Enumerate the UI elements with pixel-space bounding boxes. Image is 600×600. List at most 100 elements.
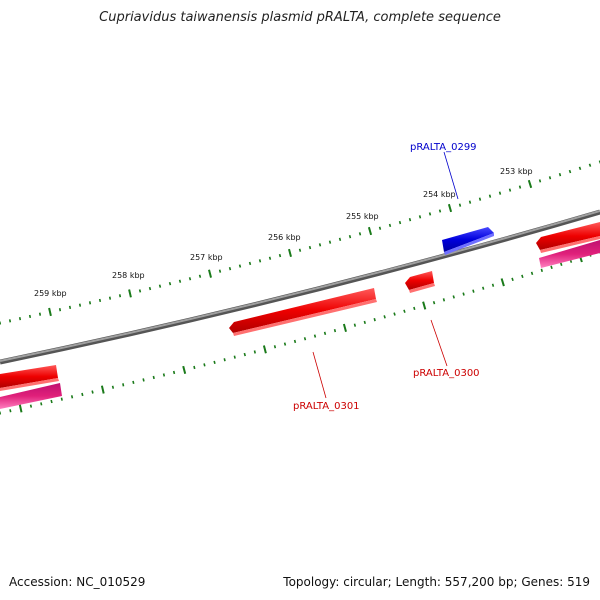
outer-minor-tick [298, 248, 302, 252]
outer-minor-tick [168, 281, 172, 286]
gene-pralta-0299-feature[interactable] [442, 227, 494, 255]
gene-left-edge-feature[interactable] [0, 365, 59, 391]
outer-minor-tick [468, 200, 472, 204]
leader-line-pralta-0299 [443, 151, 459, 200]
inner-major-tick [182, 365, 187, 375]
leader-line-pralta-0301 [312, 351, 327, 399]
outer-minor-tick [338, 237, 342, 242]
outer-minor-tick [568, 169, 572, 174]
outer-major-tick [447, 203, 453, 213]
pink-feature-left[interactable] [0, 383, 62, 409]
sequence-backbone-highlight [0, 210, 600, 362]
outer-minor-tick [198, 274, 202, 278]
inner-minor-tick [50, 399, 53, 404]
outer-minor-tick [248, 261, 252, 266]
inner-minor-tick [91, 390, 94, 394]
inner-minor-tick [482, 286, 485, 290]
pink-feature-right[interactable] [539, 240, 600, 268]
gene-pralta-0300-feature[interactable] [405, 271, 435, 293]
tick-label-254: 254 kbp [423, 190, 456, 199]
outer-minor-tick [98, 298, 102, 303]
inner-major-tick [500, 278, 505, 287]
inner-minor-tick [472, 289, 475, 293]
inner-major-tick [18, 404, 23, 413]
outer-minor-tick [308, 245, 312, 250]
tick-label-256: 256 kbp [268, 233, 301, 242]
inner-minor-tick [273, 345, 277, 349]
inner-minor-tick [40, 402, 43, 406]
outer-minor-tick [258, 259, 262, 263]
inner-minor-tick [313, 334, 317, 338]
outer-minor-tick [138, 289, 142, 293]
outer-minor-tick [228, 266, 232, 271]
outer-minor-tick [408, 217, 412, 222]
inner-minor-tick [560, 262, 563, 266]
inner-minor-tick [293, 339, 297, 344]
tick-label-253: 253 kbp [500, 167, 533, 176]
outer-minor-tick [68, 305, 72, 310]
outer-minor-tick [478, 197, 482, 201]
outer-minor-tick [498, 191, 502, 195]
outer-minor-tick [578, 166, 582, 171]
outer-minor-tick [388, 223, 392, 228]
inner-minor-tick [132, 380, 135, 384]
inner-minor-tick [353, 323, 357, 327]
outer-minor-tick [278, 253, 282, 258]
outer-minor-tick [558, 172, 562, 177]
inner-minor-tick [303, 337, 307, 341]
outer-minor-tick [158, 284, 162, 288]
gene-label-pralta-0300[interactable]: pRALTA_0300 [413, 368, 480, 379]
inner-minor-tick [70, 395, 74, 399]
outer-major-tick [208, 269, 212, 278]
inner-minor-tick [122, 383, 125, 387]
outer-minor-tick [348, 234, 352, 239]
outer-minor-tick [508, 188, 512, 192]
outer-major-tick [527, 179, 533, 189]
outer-minor-tick [8, 319, 12, 323]
outer-major-tick [367, 226, 373, 236]
outer-minor-tick [588, 163, 592, 167]
gene-right-edge-feature[interactable] [536, 222, 600, 253]
outer-minor-tick [458, 203, 462, 207]
outer-minor-tick [398, 220, 402, 225]
inner-minor-tick [60, 397, 63, 401]
outer-minor-tick [18, 317, 22, 321]
inner-minor-tick [9, 409, 12, 413]
outer-minor-tick [58, 308, 62, 312]
inner-minor-tick [142, 378, 145, 382]
inner-tick-track [0, 250, 600, 415]
gene-label-pralta-0301[interactable]: pRALTA_0301 [293, 401, 360, 412]
gene-pralta-0301-feature[interactable] [229, 288, 377, 336]
inner-minor-tick [323, 331, 327, 336]
inner-minor-tick [333, 329, 337, 333]
outer-minor-tick [238, 264, 242, 268]
outer-major-tick [128, 289, 132, 298]
outer-minor-tick [148, 286, 152, 291]
inner-minor-tick [550, 265, 553, 270]
inner-major-tick [342, 323, 347, 333]
gene-label-pralta-0299[interactable]: pRALTA_0299 [410, 142, 477, 153]
outer-minor-tick [28, 314, 32, 319]
inner-minor-tick [521, 274, 524, 279]
tick-label-258: 258 kbp [112, 271, 145, 280]
inner-minor-tick [243, 352, 246, 357]
inner-minor-tick [223, 358, 226, 362]
accession-label: Accession: NC_010529 [9, 575, 146, 589]
map-title: Cupriavidus taiwanensis plasmid pRALTA, … [99, 10, 501, 25]
inner-minor-tick [511, 277, 514, 282]
leader-line-pralta-0300 [430, 319, 448, 367]
inner-minor-tick [432, 301, 436, 305]
inner-minor-tick [363, 320, 366, 325]
inner-minor-tick [172, 370, 176, 375]
inner-minor-tick [283, 342, 287, 346]
outer-minor-tick [358, 232, 362, 236]
tick-label-259: 259 kbp [34, 289, 67, 298]
outer-minor-tick [178, 279, 182, 283]
outer-minor-tick [438, 209, 442, 213]
inner-major-tick [262, 345, 267, 354]
inner-minor-tick [162, 373, 166, 377]
outer-major-tick [48, 307, 52, 317]
outer-minor-tick [548, 176, 552, 180]
inner-minor-tick [152, 375, 155, 380]
